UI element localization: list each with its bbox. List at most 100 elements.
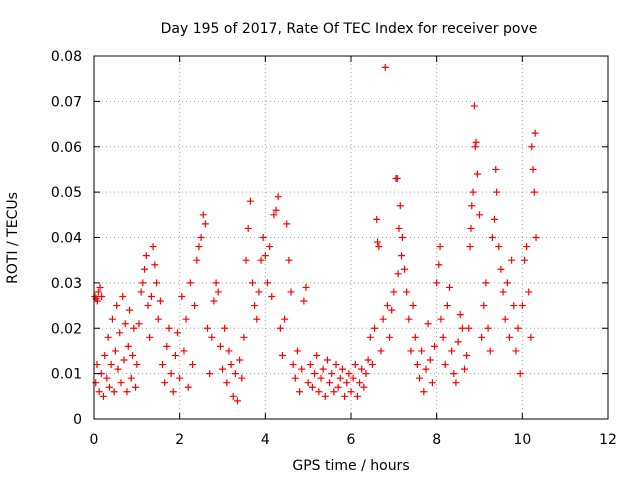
data-point — [259, 234, 267, 241]
data-point — [409, 302, 417, 310]
data-point — [476, 211, 483, 219]
data-point — [199, 211, 207, 219]
data-point — [240, 333, 248, 341]
data-point — [176, 374, 184, 382]
data-point — [467, 224, 475, 232]
data-point — [439, 333, 447, 341]
y-tick-label: 0.04 — [51, 231, 82, 247]
data-point — [214, 288, 222, 296]
data-point — [161, 379, 169, 387]
data-point — [480, 302, 488, 310]
data-point — [182, 315, 190, 323]
data-point — [311, 370, 319, 378]
data-point — [510, 302, 518, 310]
data-point — [468, 202, 476, 210]
data-point — [291, 374, 299, 382]
data-point — [289, 361, 297, 369]
data-point — [178, 292, 186, 300]
data-point — [98, 292, 106, 300]
data-point — [159, 361, 167, 369]
data-point — [206, 370, 214, 378]
data-point — [426, 356, 434, 364]
data-point — [349, 374, 357, 382]
data-point — [174, 329, 182, 337]
data-point — [251, 302, 259, 310]
data-point — [530, 188, 538, 196]
data-point — [343, 379, 351, 387]
data-point — [469, 188, 477, 196]
data-point — [407, 347, 415, 355]
data-point — [450, 370, 458, 378]
data-point — [362, 370, 370, 378]
data-point — [379, 315, 387, 323]
data-point — [257, 256, 265, 264]
data-point — [326, 379, 334, 387]
data-point — [153, 279, 161, 287]
data-point — [393, 175, 401, 183]
data-point — [433, 279, 441, 287]
data-point — [413, 361, 421, 369]
data-point — [93, 361, 101, 369]
data-point — [377, 347, 385, 355]
data-point — [330, 388, 338, 396]
data-point — [461, 365, 469, 373]
data-point — [471, 143, 479, 151]
y-tick-label: 0.02 — [51, 321, 82, 337]
x-tick-label: 6 — [347, 432, 356, 448]
data-point — [302, 283, 310, 291]
data-point — [107, 361, 115, 369]
data-point — [103, 374, 111, 382]
data-point — [317, 374, 325, 382]
data-point — [508, 256, 516, 264]
data-point — [395, 224, 403, 232]
data-point — [497, 265, 505, 273]
data-point — [124, 342, 132, 350]
data-point — [94, 288, 102, 296]
data-point — [141, 265, 149, 273]
data-point — [528, 143, 536, 151]
data-point — [242, 256, 250, 264]
y-axis-label: ROTI / TECUs — [5, 192, 21, 284]
data-point — [386, 333, 394, 341]
data-point — [227, 361, 235, 369]
data-point — [473, 170, 481, 178]
data-point — [184, 383, 192, 391]
data-point — [225, 347, 233, 355]
data-point — [458, 324, 466, 332]
data-point — [300, 297, 308, 305]
data-point — [435, 261, 443, 269]
data-point — [490, 215, 498, 223]
data-point — [116, 329, 124, 337]
data-point — [436, 243, 444, 251]
data-point — [375, 243, 383, 251]
data-point — [293, 347, 301, 355]
grid-layer — [94, 56, 608, 419]
data-point — [356, 379, 364, 387]
data-point — [133, 361, 141, 369]
data-point — [255, 288, 263, 296]
data-point — [142, 252, 150, 260]
data-point — [448, 347, 456, 355]
data-point — [99, 392, 107, 400]
data-point — [529, 165, 537, 173]
data-point — [120, 356, 128, 364]
x-tick-label: 4 — [261, 432, 270, 448]
data-point — [130, 324, 138, 332]
data-point — [151, 261, 159, 269]
y-tick-label: 0 — [73, 412, 82, 428]
data-point — [229, 392, 237, 400]
data-point — [424, 320, 432, 328]
data-point — [95, 388, 103, 396]
data-point — [171, 351, 179, 359]
data-point — [119, 292, 127, 300]
data-point — [374, 238, 382, 246]
data-point — [492, 165, 500, 173]
data-point — [328, 370, 336, 378]
data-point — [191, 302, 199, 310]
data-point — [341, 392, 349, 400]
data-point — [514, 324, 522, 332]
data-point — [193, 256, 201, 264]
data-point — [283, 220, 291, 228]
data-point — [281, 315, 289, 323]
data-point — [383, 302, 391, 310]
